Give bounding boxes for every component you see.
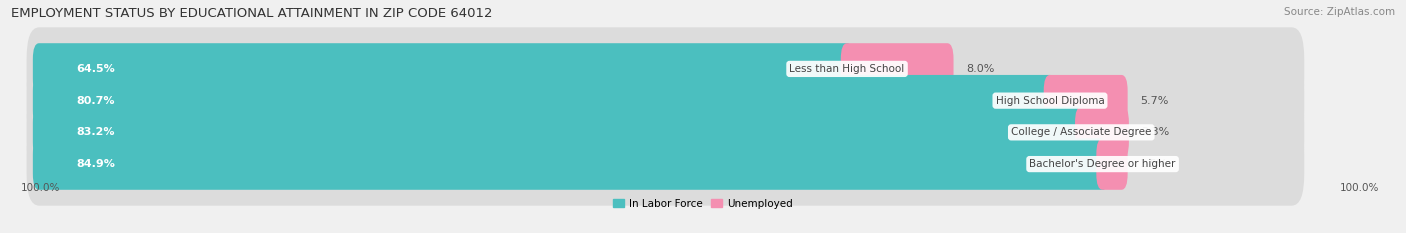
Text: 84.9%: 84.9% bbox=[77, 159, 115, 169]
FancyBboxPatch shape bbox=[32, 43, 853, 95]
FancyBboxPatch shape bbox=[1076, 107, 1129, 158]
Text: 5.7%: 5.7% bbox=[1140, 96, 1168, 106]
FancyBboxPatch shape bbox=[27, 123, 1305, 206]
Text: 80.7%: 80.7% bbox=[77, 96, 115, 106]
FancyBboxPatch shape bbox=[32, 75, 1056, 126]
Text: EMPLOYMENT STATUS BY EDUCATIONAL ATTAINMENT IN ZIP CODE 64012: EMPLOYMENT STATUS BY EDUCATIONAL ATTAINM… bbox=[11, 7, 492, 20]
Text: College / Associate Degree: College / Associate Degree bbox=[1011, 127, 1152, 137]
Text: Source: ZipAtlas.com: Source: ZipAtlas.com bbox=[1284, 7, 1395, 17]
FancyBboxPatch shape bbox=[27, 91, 1305, 174]
Text: 1.5%: 1.5% bbox=[1140, 159, 1168, 169]
Text: 64.5%: 64.5% bbox=[77, 64, 115, 74]
Text: 100.0%: 100.0% bbox=[1340, 183, 1379, 193]
Text: Less than High School: Less than High School bbox=[789, 64, 904, 74]
FancyBboxPatch shape bbox=[1097, 138, 1128, 190]
Text: 83.2%: 83.2% bbox=[77, 127, 115, 137]
Text: 3.3%: 3.3% bbox=[1142, 127, 1170, 137]
Text: 100.0%: 100.0% bbox=[20, 183, 59, 193]
FancyBboxPatch shape bbox=[841, 43, 953, 95]
FancyBboxPatch shape bbox=[32, 138, 1109, 190]
Legend: In Labor Force, Unemployed: In Labor Force, Unemployed bbox=[609, 194, 797, 213]
Text: Bachelor's Degree or higher: Bachelor's Degree or higher bbox=[1029, 159, 1175, 169]
Text: High School Diploma: High School Diploma bbox=[995, 96, 1104, 106]
FancyBboxPatch shape bbox=[27, 27, 1305, 110]
Text: 8.0%: 8.0% bbox=[966, 64, 994, 74]
FancyBboxPatch shape bbox=[32, 107, 1088, 158]
FancyBboxPatch shape bbox=[27, 59, 1305, 142]
FancyBboxPatch shape bbox=[1043, 75, 1128, 126]
